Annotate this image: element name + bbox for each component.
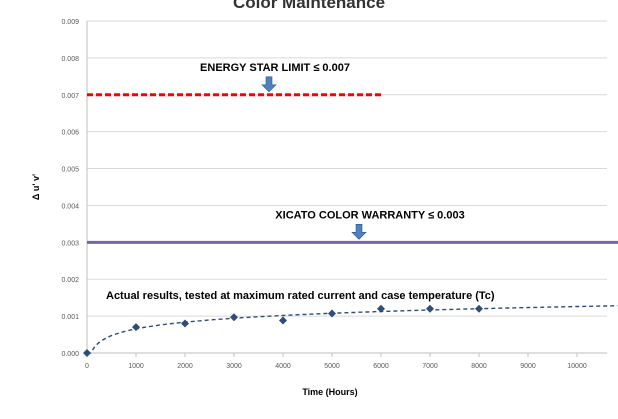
axes xyxy=(86,21,607,354)
down-arrow-icon xyxy=(261,76,277,93)
y-tick-label: 0.004 xyxy=(61,203,79,210)
y-tick-label: 0.001 xyxy=(61,314,79,321)
y-tick-label: 0.006 xyxy=(61,130,79,137)
x-tick-label: 1000 xyxy=(128,363,144,370)
data-point-diamond xyxy=(475,304,483,313)
data-point-diamond xyxy=(328,309,336,318)
trendline-group xyxy=(87,305,618,354)
data-points xyxy=(83,304,483,357)
x-tick-labels: 0 1000 2000 3000 4000 5000 6000 7000 8000 9000 100… xyxy=(85,353,587,370)
y-tick-label: 0.000 xyxy=(61,351,79,358)
x-tick-label: 7000 xyxy=(422,363,438,370)
y-tick-label: 0.009 xyxy=(61,19,79,26)
y-tick-label: 0.007 xyxy=(61,93,79,100)
data-point-diamond xyxy=(83,349,91,357)
y-tick-label: 0.003 xyxy=(61,240,79,247)
x-tick-label: 9000 xyxy=(520,363,536,370)
data-point-diamond xyxy=(181,319,189,328)
y-tick-label: 0.005 xyxy=(61,167,79,174)
x-tick-label: 0 xyxy=(85,363,89,370)
y-tick-labels: 0.000 0.001 0.002 0.003 0.004 0.005 0.006 0.007… xyxy=(61,19,79,358)
chart-title-group: Color Maintenance xyxy=(233,0,385,12)
y-axis-label: Δ u' v' xyxy=(31,174,41,200)
x-axis-label: Time (Hours) xyxy=(302,387,357,397)
xicato-warranty-label: XICATO COLOR WARRANTY ≤ 0.003 xyxy=(275,209,464,221)
x-tick-label: 2000 xyxy=(177,363,193,370)
y-tick-label: 0.002 xyxy=(61,277,79,284)
x-tick-label: 8000 xyxy=(471,363,487,370)
trendline xyxy=(87,305,618,354)
data-point-diamond xyxy=(230,313,238,322)
data-point-diamond xyxy=(279,316,287,325)
x-tick-label: 10000 xyxy=(567,363,587,370)
reference-lines: ENERGY STAR LIMIT ≤ 0.007 XICATO COLOR WA… xyxy=(87,62,618,244)
x-tick-label: 4000 xyxy=(275,363,291,370)
y-tick-label: 0.008 xyxy=(61,56,79,63)
data-point-diamond xyxy=(132,323,140,332)
energy-star-limit-label: ENERGY STAR LIMIT ≤ 0.007 xyxy=(200,62,350,74)
x-tick-label: 5000 xyxy=(324,363,340,370)
data-point-diamond xyxy=(377,304,385,313)
x-tick-label: 6000 xyxy=(373,363,389,370)
data-point-diamond xyxy=(426,304,434,313)
x-tick-label: 3000 xyxy=(226,363,242,370)
series-annotation: Actual results, tested at maximum rated … xyxy=(106,290,495,302)
down-arrow-icon xyxy=(351,224,367,240)
chart-title: Color Maintenance xyxy=(233,0,385,12)
